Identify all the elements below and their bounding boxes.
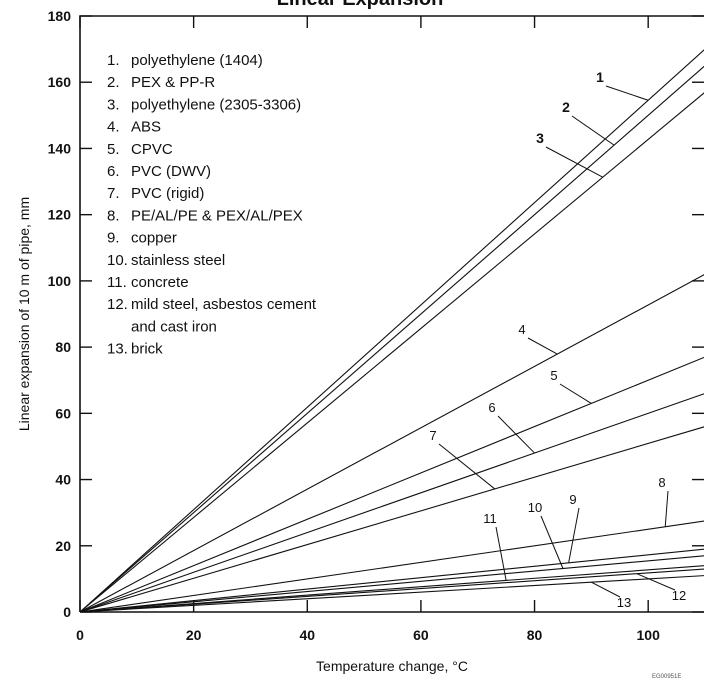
leader-line-3 <box>545 146 603 178</box>
legend-entry: polyethylene (1404) <box>131 52 263 69</box>
series-label-9: 9 <box>569 492 576 507</box>
x-axis-ticks: 0 20 40 60 80 100 <box>76 16 660 643</box>
legend-entry: PEX & PP-R <box>131 74 215 91</box>
series-label-13: 13 <box>617 595 631 610</box>
x-tick-label: 0 <box>76 627 84 643</box>
x-tick-label: 100 <box>637 627 661 643</box>
legend-entry: PVC (DWV) <box>131 163 211 180</box>
x-tick-label: 80 <box>527 627 543 643</box>
y-axis-ticks: 0 20 40 60 80 100 120 140 160 180 <box>48 8 704 620</box>
leader-line-12 <box>636 573 676 591</box>
series-line-2 <box>79 65 704 613</box>
legend-number: 13. <box>107 341 128 358</box>
series-label-10: 10 <box>528 500 542 515</box>
y-tick-label: 0 <box>63 604 71 620</box>
legend-entry: mild steel, asbestos cement <box>131 296 317 313</box>
legend-entry: polyethylene (2305-3306) <box>131 96 301 113</box>
x-axis-title: Temperature change, °C <box>316 658 468 674</box>
legend-number: 11. <box>107 274 127 291</box>
leader-line-11 <box>495 526 507 581</box>
figure-code: EG00951E <box>652 674 681 680</box>
legend-number: 4. <box>107 119 120 136</box>
legend-entry: ABS <box>131 119 161 136</box>
y-tick-label: 160 <box>48 74 72 90</box>
legend-number: 9. <box>107 230 120 247</box>
legend-entry: concrete <box>131 274 189 291</box>
series-label-4: 4 <box>518 322 525 337</box>
series-line-3 <box>79 92 704 613</box>
y-tick-label: 20 <box>55 538 71 554</box>
legend-entry: CPVC <box>131 141 173 158</box>
series-leader-lines <box>438 85 676 598</box>
series-label-3: 3 <box>536 130 544 146</box>
series-line-6 <box>79 393 704 613</box>
leader-line-4 <box>527 337 558 355</box>
series-line-9 <box>79 548 704 613</box>
series-line-8 <box>79 520 704 613</box>
leader-line-10 <box>540 515 564 569</box>
y-tick-label: 100 <box>48 273 72 289</box>
y-axis-title: Linear expansion of 10 m of pipe, mm <box>16 197 32 431</box>
leader-line-5 <box>559 383 592 404</box>
series-line-7 <box>79 426 704 613</box>
series-label-5: 5 <box>550 368 557 383</box>
x-tick-label: 20 <box>186 627 202 643</box>
series-label-12: 12 <box>672 588 686 603</box>
series-label-6: 6 <box>488 400 495 415</box>
legend-number: 2. <box>107 74 120 91</box>
legend-number: 12. <box>107 296 128 313</box>
series-label-11: 11 <box>483 511 497 526</box>
series-label-1: 1 <box>596 69 604 85</box>
legend-entry: PVC (rigid) <box>131 185 204 202</box>
chart-title: Linear Expansion <box>277 0 444 10</box>
leader-line-13 <box>591 581 621 598</box>
y-tick-label: 120 <box>48 207 72 223</box>
leader-line-6 <box>497 415 535 454</box>
leader-line-9 <box>568 507 580 563</box>
legend-entry: brick <box>131 341 163 358</box>
y-tick-label: 60 <box>55 405 71 421</box>
leader-line-2 <box>571 115 615 146</box>
legend-number: 3. <box>107 96 120 113</box>
series-line-4 <box>79 274 704 613</box>
legend-number: 5. <box>107 141 120 158</box>
x-tick-label: 40 <box>299 627 315 643</box>
leader-line-1 <box>605 85 649 101</box>
legend-entry: copper <box>131 230 177 247</box>
y-tick-label: 80 <box>55 339 71 355</box>
series-label-2: 2 <box>562 99 570 115</box>
series-lines <box>79 49 704 613</box>
series-label-8: 8 <box>658 475 665 490</box>
y-tick-label: 180 <box>48 8 72 24</box>
series-line-12 <box>79 568 704 613</box>
y-tick-label: 40 <box>55 472 71 488</box>
legend-number: 8. <box>107 207 120 224</box>
legend-entry: stainless steel <box>131 252 225 269</box>
legend: 1. polyethylene (1404) 2. PEX & PP-R 3. polye… <box>107 52 317 358</box>
series-line-13 <box>79 575 704 613</box>
series-line-10 <box>79 555 704 613</box>
legend-entry: and cast iron <box>131 318 217 335</box>
leader-line-7 <box>438 443 496 490</box>
plot-frame <box>79 15 704 613</box>
leader-line-8 <box>664 490 669 527</box>
x-tick-label: 60 <box>413 627 429 643</box>
legend-number: 6. <box>107 163 120 180</box>
legend-number: 10. <box>107 252 128 269</box>
legend-number: 7. <box>107 185 120 202</box>
series-label-7: 7 <box>429 428 436 443</box>
y-tick-label: 140 <box>48 140 72 156</box>
series-line-11 <box>79 565 704 613</box>
legend-entry: PE/AL/PE & PEX/AL/PEX <box>131 207 303 224</box>
series-line-5 <box>79 356 704 613</box>
legend-number: 1. <box>107 52 120 69</box>
series-line-1 <box>79 49 704 613</box>
